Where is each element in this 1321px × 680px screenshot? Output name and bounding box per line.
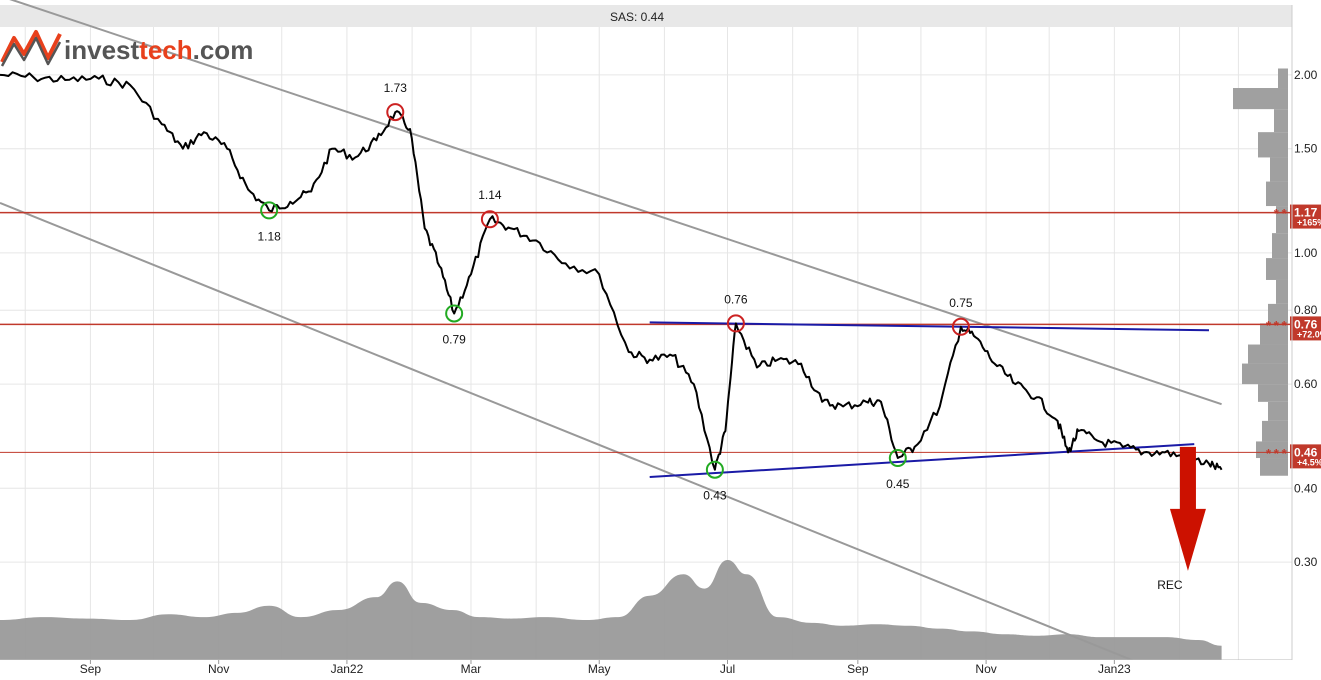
volume-profile-bar	[1256, 441, 1288, 459]
level-badge	[1290, 316, 1321, 341]
high-marker	[951, 317, 970, 336]
high-marker	[480, 210, 499, 229]
level-stars: ***	[1265, 319, 1288, 334]
high-label: 1.73	[384, 81, 408, 95]
volume-profile-bar	[1266, 258, 1288, 280]
logo: investtech.com	[0, 30, 253, 67]
price-line	[0, 71, 1223, 471]
level-pct-label: +4.5%	[1297, 457, 1321, 467]
level-value-label: 0.46	[1294, 445, 1318, 459]
high-label: 1.14	[478, 188, 502, 202]
low-marker	[705, 460, 724, 479]
level-badge	[1290, 204, 1321, 229]
title-bar	[0, 5, 1292, 27]
volume-profile-bar	[1262, 420, 1288, 442]
arrow-label: REC	[1157, 578, 1183, 592]
level-stars: ***	[1265, 447, 1288, 462]
volume-layer	[0, 560, 1222, 660]
grid	[0, 27, 1292, 660]
volume-profile-bar	[1276, 279, 1288, 304]
x-tick-label: Sep	[847, 662, 869, 676]
x-axis-band	[0, 660, 1321, 680]
level-badge	[1290, 444, 1321, 469]
y-tick-label: 2.00	[1294, 68, 1318, 82]
volume-profile-bar	[1242, 363, 1288, 385]
level-stars: **	[1272, 208, 1288, 223]
high-label: 0.75	[949, 296, 973, 310]
level-pct-label: +165%	[1297, 218, 1321, 228]
y-tick-label: 0.40	[1294, 481, 1318, 495]
logo-text-com: .com	[193, 35, 254, 65]
level-value-label: 0.76	[1294, 317, 1318, 331]
high-marker	[386, 103, 405, 122]
triangle-bottom-line	[649, 443, 1195, 478]
channel-upper-line	[9, 0, 1222, 406]
level-value-label: 1.17	[1294, 206, 1318, 220]
low-marker	[445, 304, 464, 323]
volume-profile-bar	[1270, 157, 1288, 182]
x-tick-label: Jul	[720, 662, 735, 676]
y-tick-label: 1.00	[1294, 246, 1318, 260]
volume-profile-bar	[1272, 233, 1288, 259]
high-marker	[726, 314, 745, 333]
volume-profile-bar	[1258, 384, 1288, 402]
volume-profile-bar	[1260, 458, 1288, 476]
x-tick-label: Sep	[80, 662, 102, 676]
channel-lower-line	[0, 201, 1184, 680]
low-marker	[888, 449, 907, 468]
low-label: 0.45	[886, 477, 910, 491]
x-tick-label: Jan23	[1098, 662, 1131, 676]
x-tick-label: May	[588, 662, 611, 676]
volume-profile-bar	[1266, 181, 1288, 207]
logo-text-invest: invest	[64, 35, 139, 65]
price-series	[0, 71, 1223, 471]
high-label: 0.76	[724, 292, 748, 306]
volume-area	[0, 560, 1222, 660]
volume-profile-bar	[1248, 344, 1288, 364]
down-arrow-icon	[1169, 446, 1206, 571]
volume-profile	[1233, 68, 1288, 476]
axes: Sep Nov Jan22 Mar May Jul Sep Nov Jan23 2.00 1.50 1…	[0, 5, 1321, 680]
volume-profile-bar	[1278, 68, 1288, 89]
x-tick-label: Nov	[208, 662, 229, 676]
low-label: 0.79	[442, 332, 466, 346]
x-tick-label: Jan22	[331, 662, 364, 676]
signal-arrow: REC	[1157, 446, 1206, 592]
low-label: 0.43	[703, 489, 727, 503]
y-tick-label: 0.30	[1294, 555, 1318, 569]
pivot-markers: 1.18 0.79 0.43 0.45 1.73 1.14 0.76 0.75	[257, 81, 972, 503]
logo-text-tech: tech	[139, 35, 192, 65]
y-tick-label: 1.50	[1294, 142, 1318, 156]
chart-title: SAS: 0.44	[610, 10, 664, 24]
svg-text:investtech.com: investtech.com	[64, 35, 253, 65]
x-tick-label: Mar	[461, 662, 482, 676]
volume-profile-bar	[1258, 132, 1288, 158]
logo-mark-icon	[0, 30, 62, 67]
x-tick-label: Nov	[975, 662, 996, 676]
plot-background	[0, 27, 1292, 660]
volume-profile-bar	[1268, 303, 1288, 324]
volume-profile-bar	[1260, 323, 1288, 345]
low-label: 1.18	[257, 229, 281, 243]
low-marker	[260, 201, 279, 220]
level-pct-label: +72.0%	[1297, 329, 1321, 339]
volume-profile-bar	[1274, 109, 1288, 133]
trend-channel	[0, 0, 1222, 680]
y-tick-label: 0.80	[1294, 303, 1318, 317]
support-resistance-levels: **1.17+165%***0.76+72.0%***0.46+4.5%	[0, 204, 1321, 469]
volume-profile-bar	[1233, 88, 1288, 110]
volume-profile-bar	[1268, 401, 1288, 421]
y-tick-label: 0.60	[1294, 377, 1318, 391]
